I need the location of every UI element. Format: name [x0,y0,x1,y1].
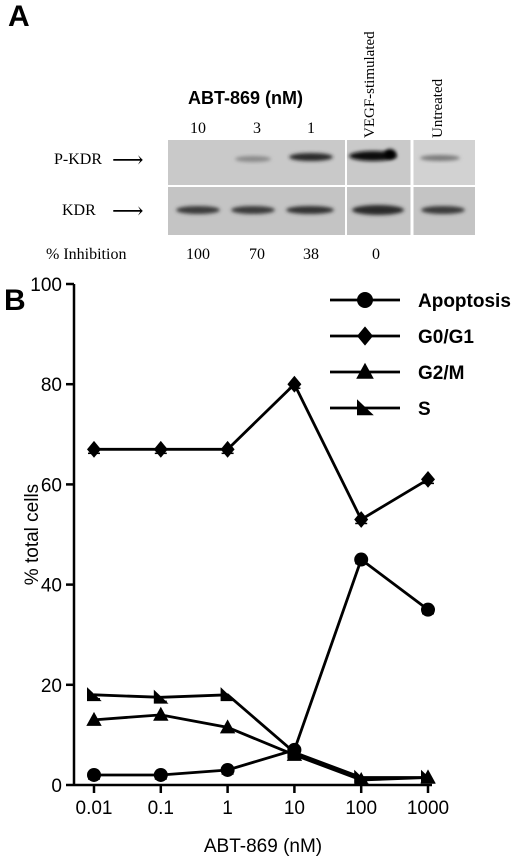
legend-marker-g2-m [356,362,374,379]
band [176,206,220,214]
data-point-s [220,687,236,702]
arrow-icon: ⟶ [112,147,144,172]
panel-a-letter: A [8,0,30,33]
concentration-label-1: 1 [307,120,315,137]
legend-marker-g0-g1 [357,326,373,346]
band [352,205,404,215]
band [421,206,465,214]
data-point-g0-g1 [421,470,435,488]
row-label-p-kdr: P-KDR [54,151,103,168]
data-point-s [87,687,102,702]
western-blot-image [168,140,475,235]
drug-header: ABT-869 (nM) [188,88,304,108]
data-point-g0-g1 [153,440,168,458]
legend-marker-apoptosis [357,292,373,308]
series-line-apoptosis [94,557,429,777]
y-tick-label: 100 [30,275,62,296]
data-point-s [354,769,369,784]
data-point-apoptosis [220,762,235,777]
p-kdr-blot-strip [168,140,412,185]
inhibition-value: 70 [249,246,265,263]
x-tick-label: 0.01 [76,798,113,819]
panel-b-letter: B [4,284,26,317]
x-axis-label: ABT-869 (nM) [204,836,322,857]
y-tick-label: 0 [51,776,62,797]
legend-marker-s [357,399,374,416]
legend-label-apoptosis: Apoptosis [418,291,511,312]
band [231,206,275,214]
data-point-g0-g1 [354,511,369,528]
x-tick-label: 0.1 [148,798,174,819]
legend-label-g0-g1: G0/G1 [418,327,474,348]
data-point-apoptosis [354,552,369,567]
inhibition-value: 38 [303,246,319,263]
y-axis-label: % total cells [22,484,43,585]
x-tick-label: 10 [284,798,305,819]
series-line-s [93,693,428,779]
data-point-g0-g1 [87,440,101,458]
y-tick-label: 40 [41,576,62,597]
data-point-s [153,689,169,704]
band [286,206,334,214]
band [420,155,460,161]
series-line-g0-g1 [94,381,429,522]
inhibition-value: 100 [186,246,210,263]
legend-label-s: S [418,399,431,420]
data-point-apoptosis [87,767,101,782]
legend-label-g2-m: G2/M [418,363,464,384]
data-point-s [421,769,436,784]
concentration-label-3: 3 [253,120,261,137]
inhibition-value: 0 [372,246,380,263]
series-line-g2-m [93,713,429,782]
y-tick-label: 20 [41,676,62,697]
row-label-kdr: KDR [62,202,96,219]
band [384,149,396,159]
data-point-s [287,744,303,759]
y-tick-label: 80 [41,375,62,396]
data-point-g0-g1 [287,375,302,393]
x-tick-label: 100 [345,798,377,819]
data-point-g2-m [153,706,169,721]
data-point-apoptosis [153,767,168,782]
concentration-label-10: 10 [190,120,206,137]
inhibition-label: % Inhibition [46,246,127,263]
data-point-g2-m [86,711,102,726]
p-kdr-blot-strip-right [412,140,475,185]
band [235,156,271,162]
arrow-icon: ⟶ [112,198,144,223]
data-point-g2-m [219,719,236,734]
y-tick-label: 60 [41,475,62,496]
x-tick-label: 1 [222,798,233,819]
data-point-apoptosis [421,602,435,617]
x-tick-label: 1000 [407,798,449,819]
band [289,153,333,161]
data-point-g0-g1 [220,440,235,458]
